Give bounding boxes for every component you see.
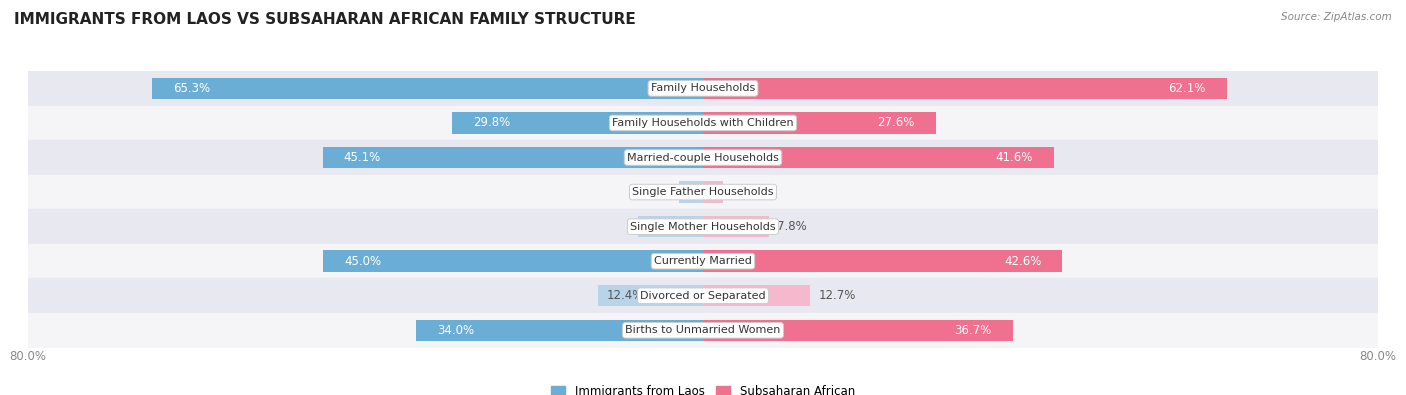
Bar [703,320,1012,341]
Bar [28,278,1378,313]
Text: 41.6%: 41.6% [995,151,1033,164]
Bar [28,175,1378,209]
Text: 27.6%: 27.6% [877,117,915,130]
Bar [416,320,703,341]
Bar [451,112,703,134]
Text: 12.4%: 12.4% [607,289,644,302]
Text: 62.1%: 62.1% [1168,82,1206,95]
Bar [703,285,810,307]
Bar [28,209,1378,244]
Text: 2.9%: 2.9% [688,186,717,199]
Text: 36.7%: 36.7% [955,324,991,337]
Bar [638,216,703,237]
Text: Single Mother Households: Single Mother Households [630,222,776,231]
Bar [703,250,1063,272]
Text: 29.8%: 29.8% [472,117,510,130]
Text: Source: ZipAtlas.com: Source: ZipAtlas.com [1281,12,1392,22]
Bar [28,313,1378,348]
Bar [679,181,703,203]
Text: Family Households with Children: Family Households with Children [612,118,794,128]
Text: 7.8%: 7.8% [778,220,807,233]
Bar [703,147,1054,168]
Bar [703,78,1227,99]
Text: 45.1%: 45.1% [343,151,381,164]
Bar [28,244,1378,278]
Text: Family Households: Family Households [651,83,755,93]
Bar [152,78,703,99]
Text: 34.0%: 34.0% [437,324,474,337]
Text: 12.7%: 12.7% [818,289,856,302]
Bar [28,140,1378,175]
Bar [703,181,723,203]
Bar [28,106,1378,140]
Text: Currently Married: Currently Married [654,256,752,266]
Bar [322,147,703,168]
Text: IMMIGRANTS FROM LAOS VS SUBSAHARAN AFRICAN FAMILY STRUCTURE: IMMIGRANTS FROM LAOS VS SUBSAHARAN AFRIC… [14,12,636,27]
Text: 2.4%: 2.4% [731,186,762,199]
Bar [703,216,769,237]
Bar [28,71,1378,106]
Text: Births to Unmarried Women: Births to Unmarried Women [626,325,780,335]
Text: Divorced or Separated: Divorced or Separated [640,291,766,301]
Text: Married-couple Households: Married-couple Households [627,152,779,162]
Text: 7.7%: 7.7% [647,220,676,233]
Legend: Immigrants from Laos, Subsaharan African: Immigrants from Laos, Subsaharan African [546,380,860,395]
Text: 42.6%: 42.6% [1004,255,1042,268]
Bar [323,250,703,272]
Bar [703,112,936,134]
Bar [599,285,703,307]
Text: Single Father Households: Single Father Households [633,187,773,197]
Text: 65.3%: 65.3% [173,82,211,95]
Text: 45.0%: 45.0% [344,255,381,268]
